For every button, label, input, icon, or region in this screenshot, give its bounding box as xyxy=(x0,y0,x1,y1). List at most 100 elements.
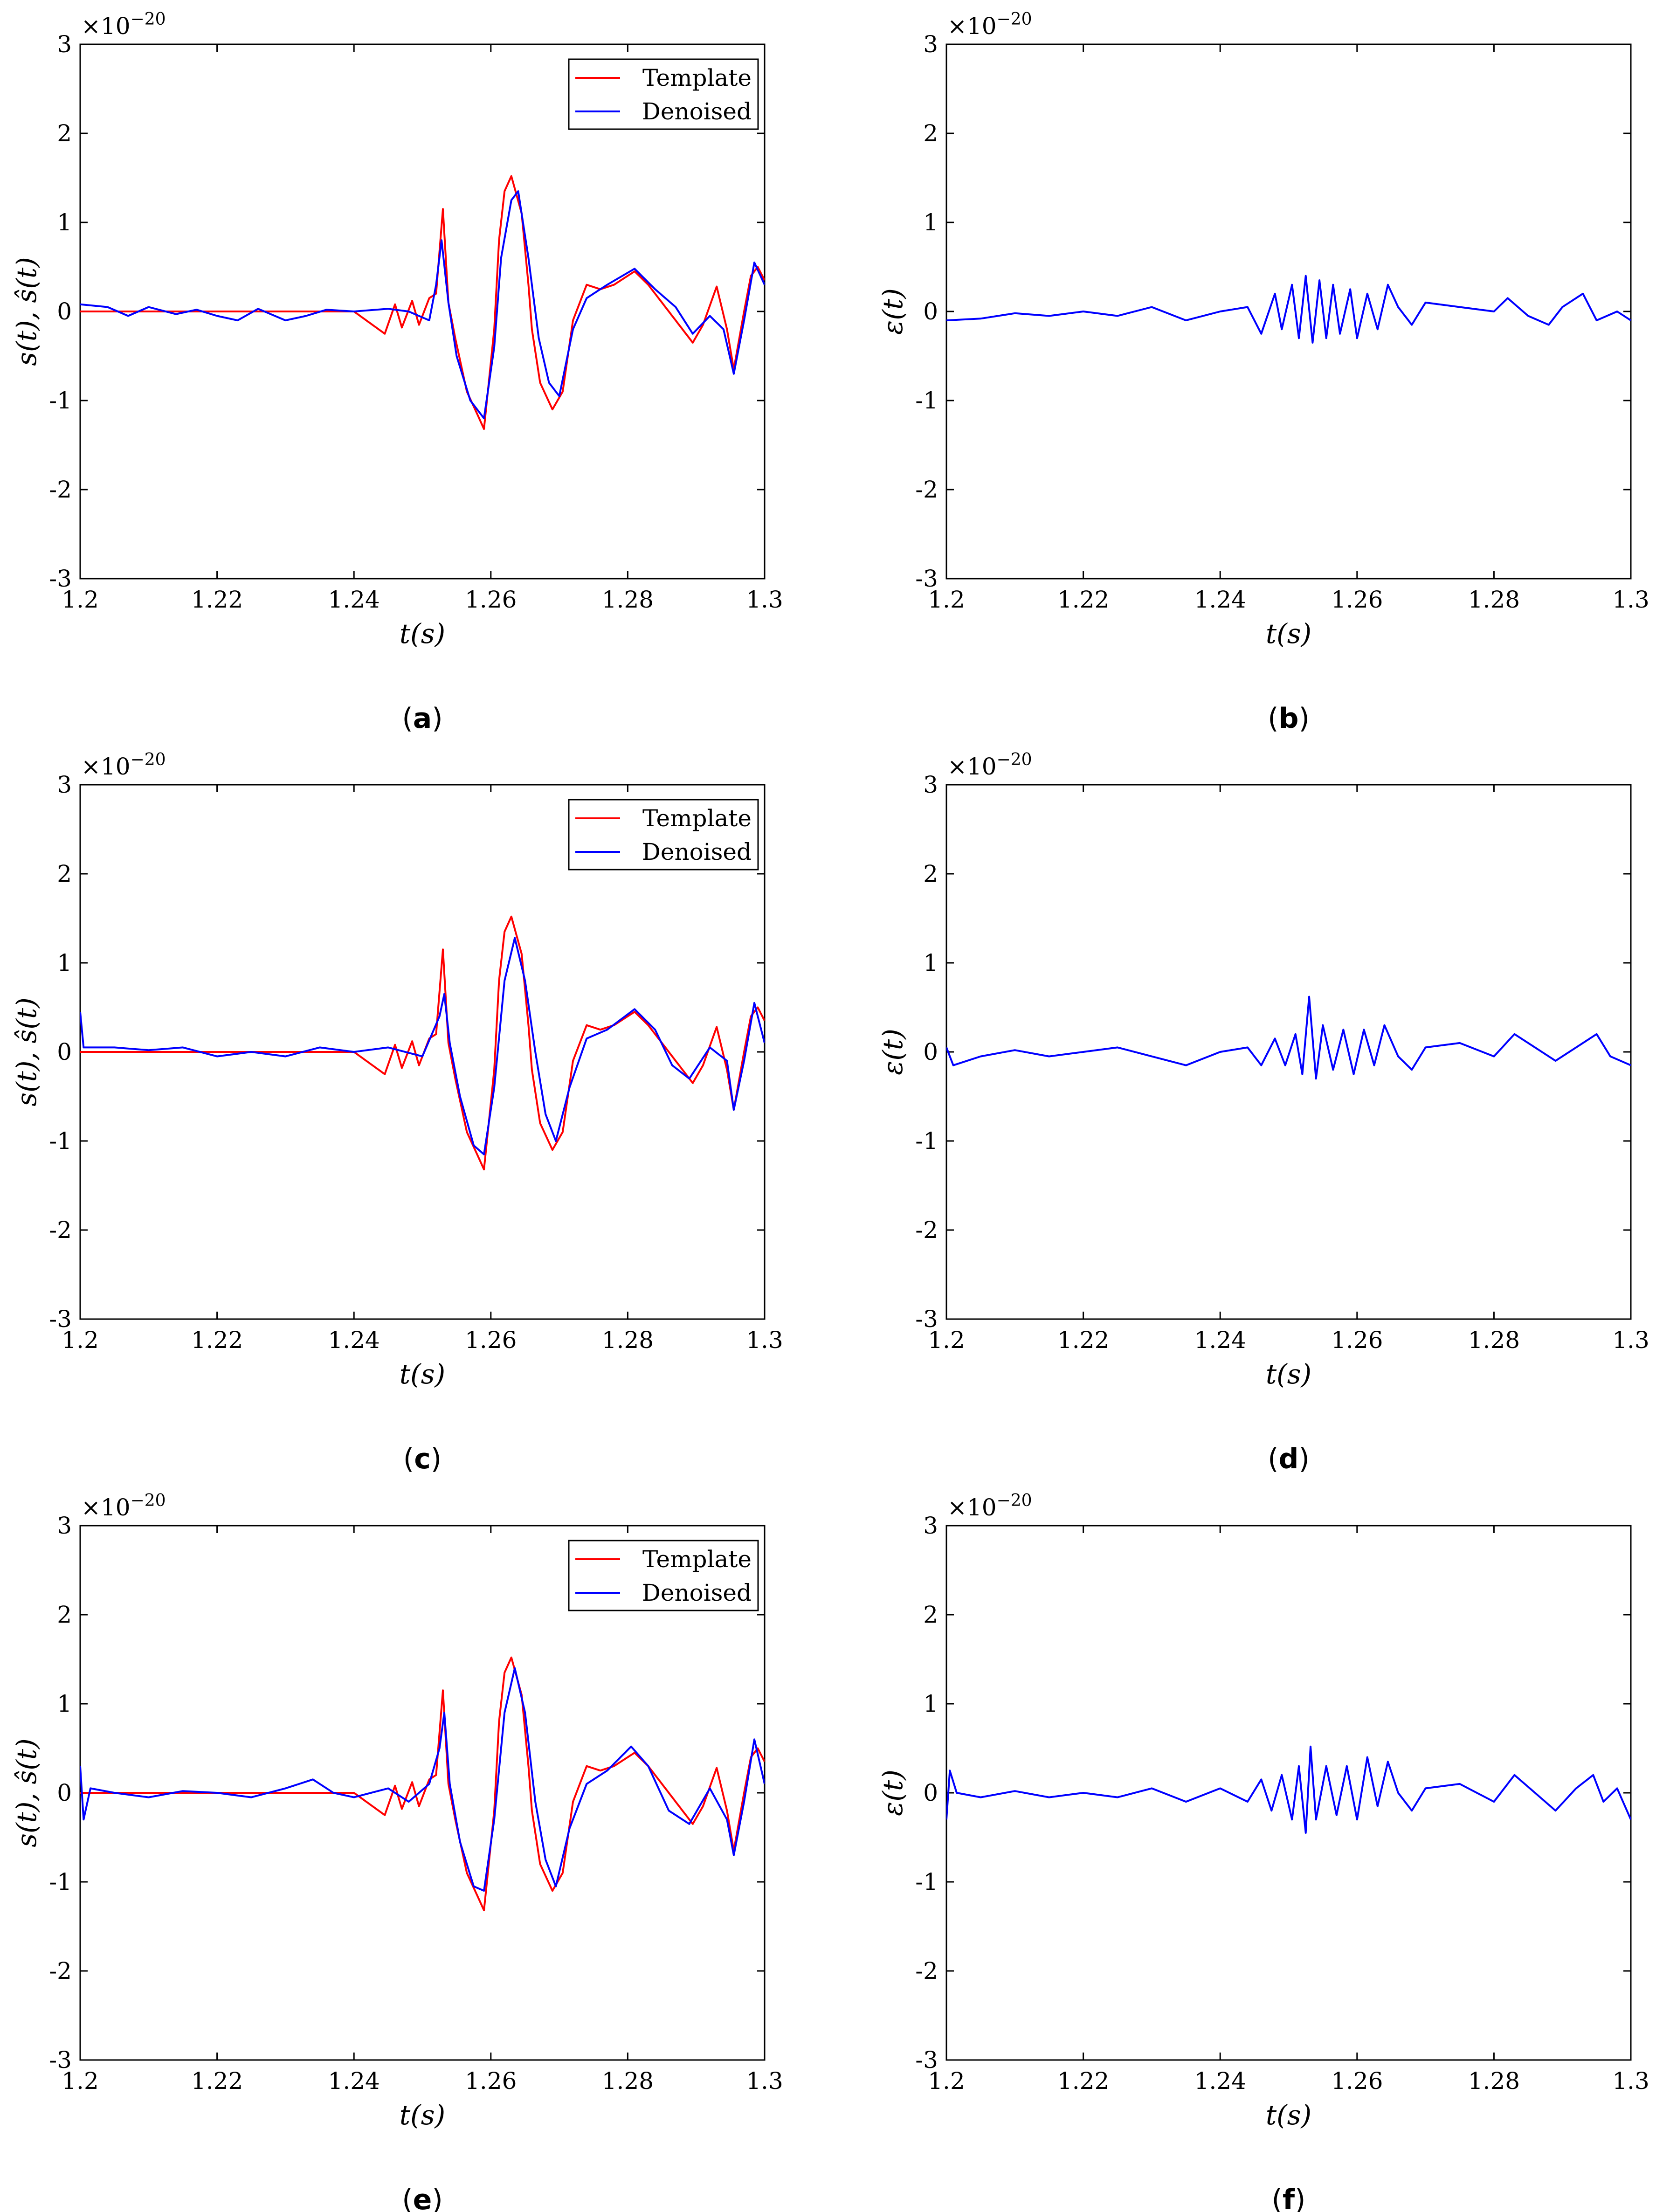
x-tick-label: 1.26 xyxy=(1331,586,1383,613)
y-exponent-base: ×10 xyxy=(947,753,997,780)
y-tick-label: 0 xyxy=(923,298,938,325)
y-exponent-label: ×10−20 xyxy=(81,1491,166,1521)
y-tick-label: 2 xyxy=(923,120,938,147)
y-tick-label: 2 xyxy=(923,1601,938,1628)
chart-panel-a: 1.2 1.22 1.24 1.26 1.28 1.3 3 2 1 0 -1 -2 -3 ×10−20 t(… xyxy=(11,10,783,735)
y-tick-label: -2 xyxy=(49,1217,72,1244)
plot-frame xyxy=(945,784,1632,1320)
x-tick-label: 1.26 xyxy=(1331,2067,1383,2094)
y-tick-label: 3 xyxy=(57,31,72,58)
x-axis-label: t(s) xyxy=(400,1358,445,1390)
y-tick-label: 1 xyxy=(923,949,938,976)
panel-caption: (f) xyxy=(1272,2184,1306,2212)
y-axis-label: s(t), ŝ(t) xyxy=(11,1738,42,1847)
plot-frame xyxy=(945,43,1632,580)
y-tick-label: -3 xyxy=(49,565,72,592)
y-tick-label: 0 xyxy=(57,298,72,325)
y-tick-label: -1 xyxy=(49,387,72,414)
x-tick-label: 1.26 xyxy=(465,1327,517,1354)
y-tick-label: 3 xyxy=(923,771,938,798)
y-tick-label: -3 xyxy=(915,1306,938,1333)
panel-caption: (a) xyxy=(402,702,442,735)
series-line-residual xyxy=(946,995,1631,1080)
panel-caption: (d) xyxy=(1268,1443,1310,1475)
legend-entry: Denoised xyxy=(642,98,752,125)
series-line-residual xyxy=(946,1745,1631,1834)
legend-box xyxy=(568,58,759,130)
chart-panel-e: 1.2 1.22 1.24 1.26 1.28 1.3 3 2 1 0 -1 -2 -3 ×10−20 t(… xyxy=(11,1491,783,2212)
x-tick-label: 1.3 xyxy=(746,586,783,613)
legend-box xyxy=(568,1540,759,1611)
y-tick-label: 2 xyxy=(923,860,938,887)
panel-caption-letter: a xyxy=(413,702,432,735)
x-tick-label: 1.24 xyxy=(1194,1327,1246,1354)
y-exponent-base: ×10 xyxy=(81,753,131,780)
x-tick-label: 1.3 xyxy=(1612,1327,1649,1354)
x-tick-label: 1.22 xyxy=(191,1327,243,1354)
y-exponent-base: ×10 xyxy=(81,13,131,40)
x-axis-label: t(s) xyxy=(1266,2099,1311,2131)
y-tick-label: 3 xyxy=(923,31,938,58)
y-tick-label: 3 xyxy=(57,1512,72,1539)
y-tick-label: -2 xyxy=(49,476,72,503)
y-exponent-power: −20 xyxy=(131,750,166,769)
y-axis-label: s(t), ŝ(t) xyxy=(11,997,42,1106)
panel-caption-letter: b xyxy=(1279,702,1299,735)
panel-caption: (b) xyxy=(1268,702,1310,735)
y-tick-label: 0 xyxy=(57,1779,72,1806)
x-tick-label: 1.3 xyxy=(1612,586,1649,613)
chart-panel-f: 1.2 1.22 1.24 1.26 1.28 1.3 3 2 1 0 -1 -2 -3 ×10−20 t(… xyxy=(877,1491,1649,2212)
y-axis-label: ε(t) xyxy=(877,1029,909,1075)
x-tick-label: 1.2 xyxy=(928,2067,965,2094)
x-tick-label: 1.24 xyxy=(1194,586,1246,613)
x-tick-label: 1.26 xyxy=(1331,1327,1383,1354)
y-exponent-base: ×10 xyxy=(81,1494,131,1521)
x-tick-label: 1.3 xyxy=(746,1327,783,1354)
y-exponent-base: ×10 xyxy=(947,1494,997,1521)
x-axis-label: t(s) xyxy=(400,618,445,650)
x-tick-label: 1.22 xyxy=(191,2067,243,2094)
x-tick-label: 1.24 xyxy=(1194,2067,1246,2094)
panel-caption: (e) xyxy=(402,2184,443,2212)
legend-box xyxy=(568,799,759,871)
x-tick-label: 1.2 xyxy=(928,1327,965,1354)
x-tick-label: 1.28 xyxy=(1468,2067,1520,2094)
y-tick-label: 1 xyxy=(57,1690,72,1717)
x-tick-label: 1.3 xyxy=(746,2067,783,2094)
legend: Template Denoised xyxy=(568,1540,759,1611)
y-tick-label: 0 xyxy=(57,1038,72,1065)
series-line-template xyxy=(80,1656,765,1912)
y-tick-label: 2 xyxy=(57,1601,72,1628)
y-axis-label: s(t), ŝ(t) xyxy=(11,257,42,366)
y-tick-label: -2 xyxy=(915,1217,938,1244)
legend-entry: Denoised xyxy=(642,1579,752,1606)
y-exponent-base: ×10 xyxy=(947,13,997,40)
y-tick-label: 1 xyxy=(923,1690,938,1717)
y-tick-label: 0 xyxy=(923,1779,938,1806)
y-tick-label: -3 xyxy=(915,565,938,592)
y-exponent-power: −20 xyxy=(131,1491,166,1510)
x-tick-label: 1.24 xyxy=(328,586,380,613)
y-exponent-label: ×10−20 xyxy=(947,1491,1032,1521)
x-tick-label: 1.22 xyxy=(1057,1327,1109,1354)
x-tick-label: 1.24 xyxy=(328,2067,380,2094)
series-line-denoised xyxy=(80,190,765,420)
y-tick-label: -3 xyxy=(49,1306,72,1333)
chart-panel-d: 1.2 1.22 1.24 1.26 1.28 1.3 3 2 1 0 -1 -2 -3 ×10−20 t(… xyxy=(877,750,1649,1475)
y-axis-label: ε(t) xyxy=(877,288,909,335)
y-exponent-power: −20 xyxy=(997,1491,1032,1510)
y-tick-label: -3 xyxy=(915,2046,938,2074)
x-tick-label: 1.2 xyxy=(928,586,965,613)
y-axis-label: ε(t) xyxy=(877,1770,909,1816)
legend: Template Denoised xyxy=(568,799,759,871)
x-tick-label: 1.26 xyxy=(465,2067,517,2094)
legend: Template Denoised xyxy=(568,58,759,130)
plot-frame xyxy=(945,1525,1632,2061)
y-tick-label: -1 xyxy=(49,1127,72,1154)
series-line-denoised xyxy=(80,937,765,1155)
x-axis-label: t(s) xyxy=(1266,618,1311,650)
x-tick-label: 1.28 xyxy=(1468,1327,1520,1354)
x-tick-label: 1.2 xyxy=(62,586,99,613)
y-tick-label: -1 xyxy=(915,1868,938,1895)
panel-caption-letter: c xyxy=(414,1443,431,1475)
